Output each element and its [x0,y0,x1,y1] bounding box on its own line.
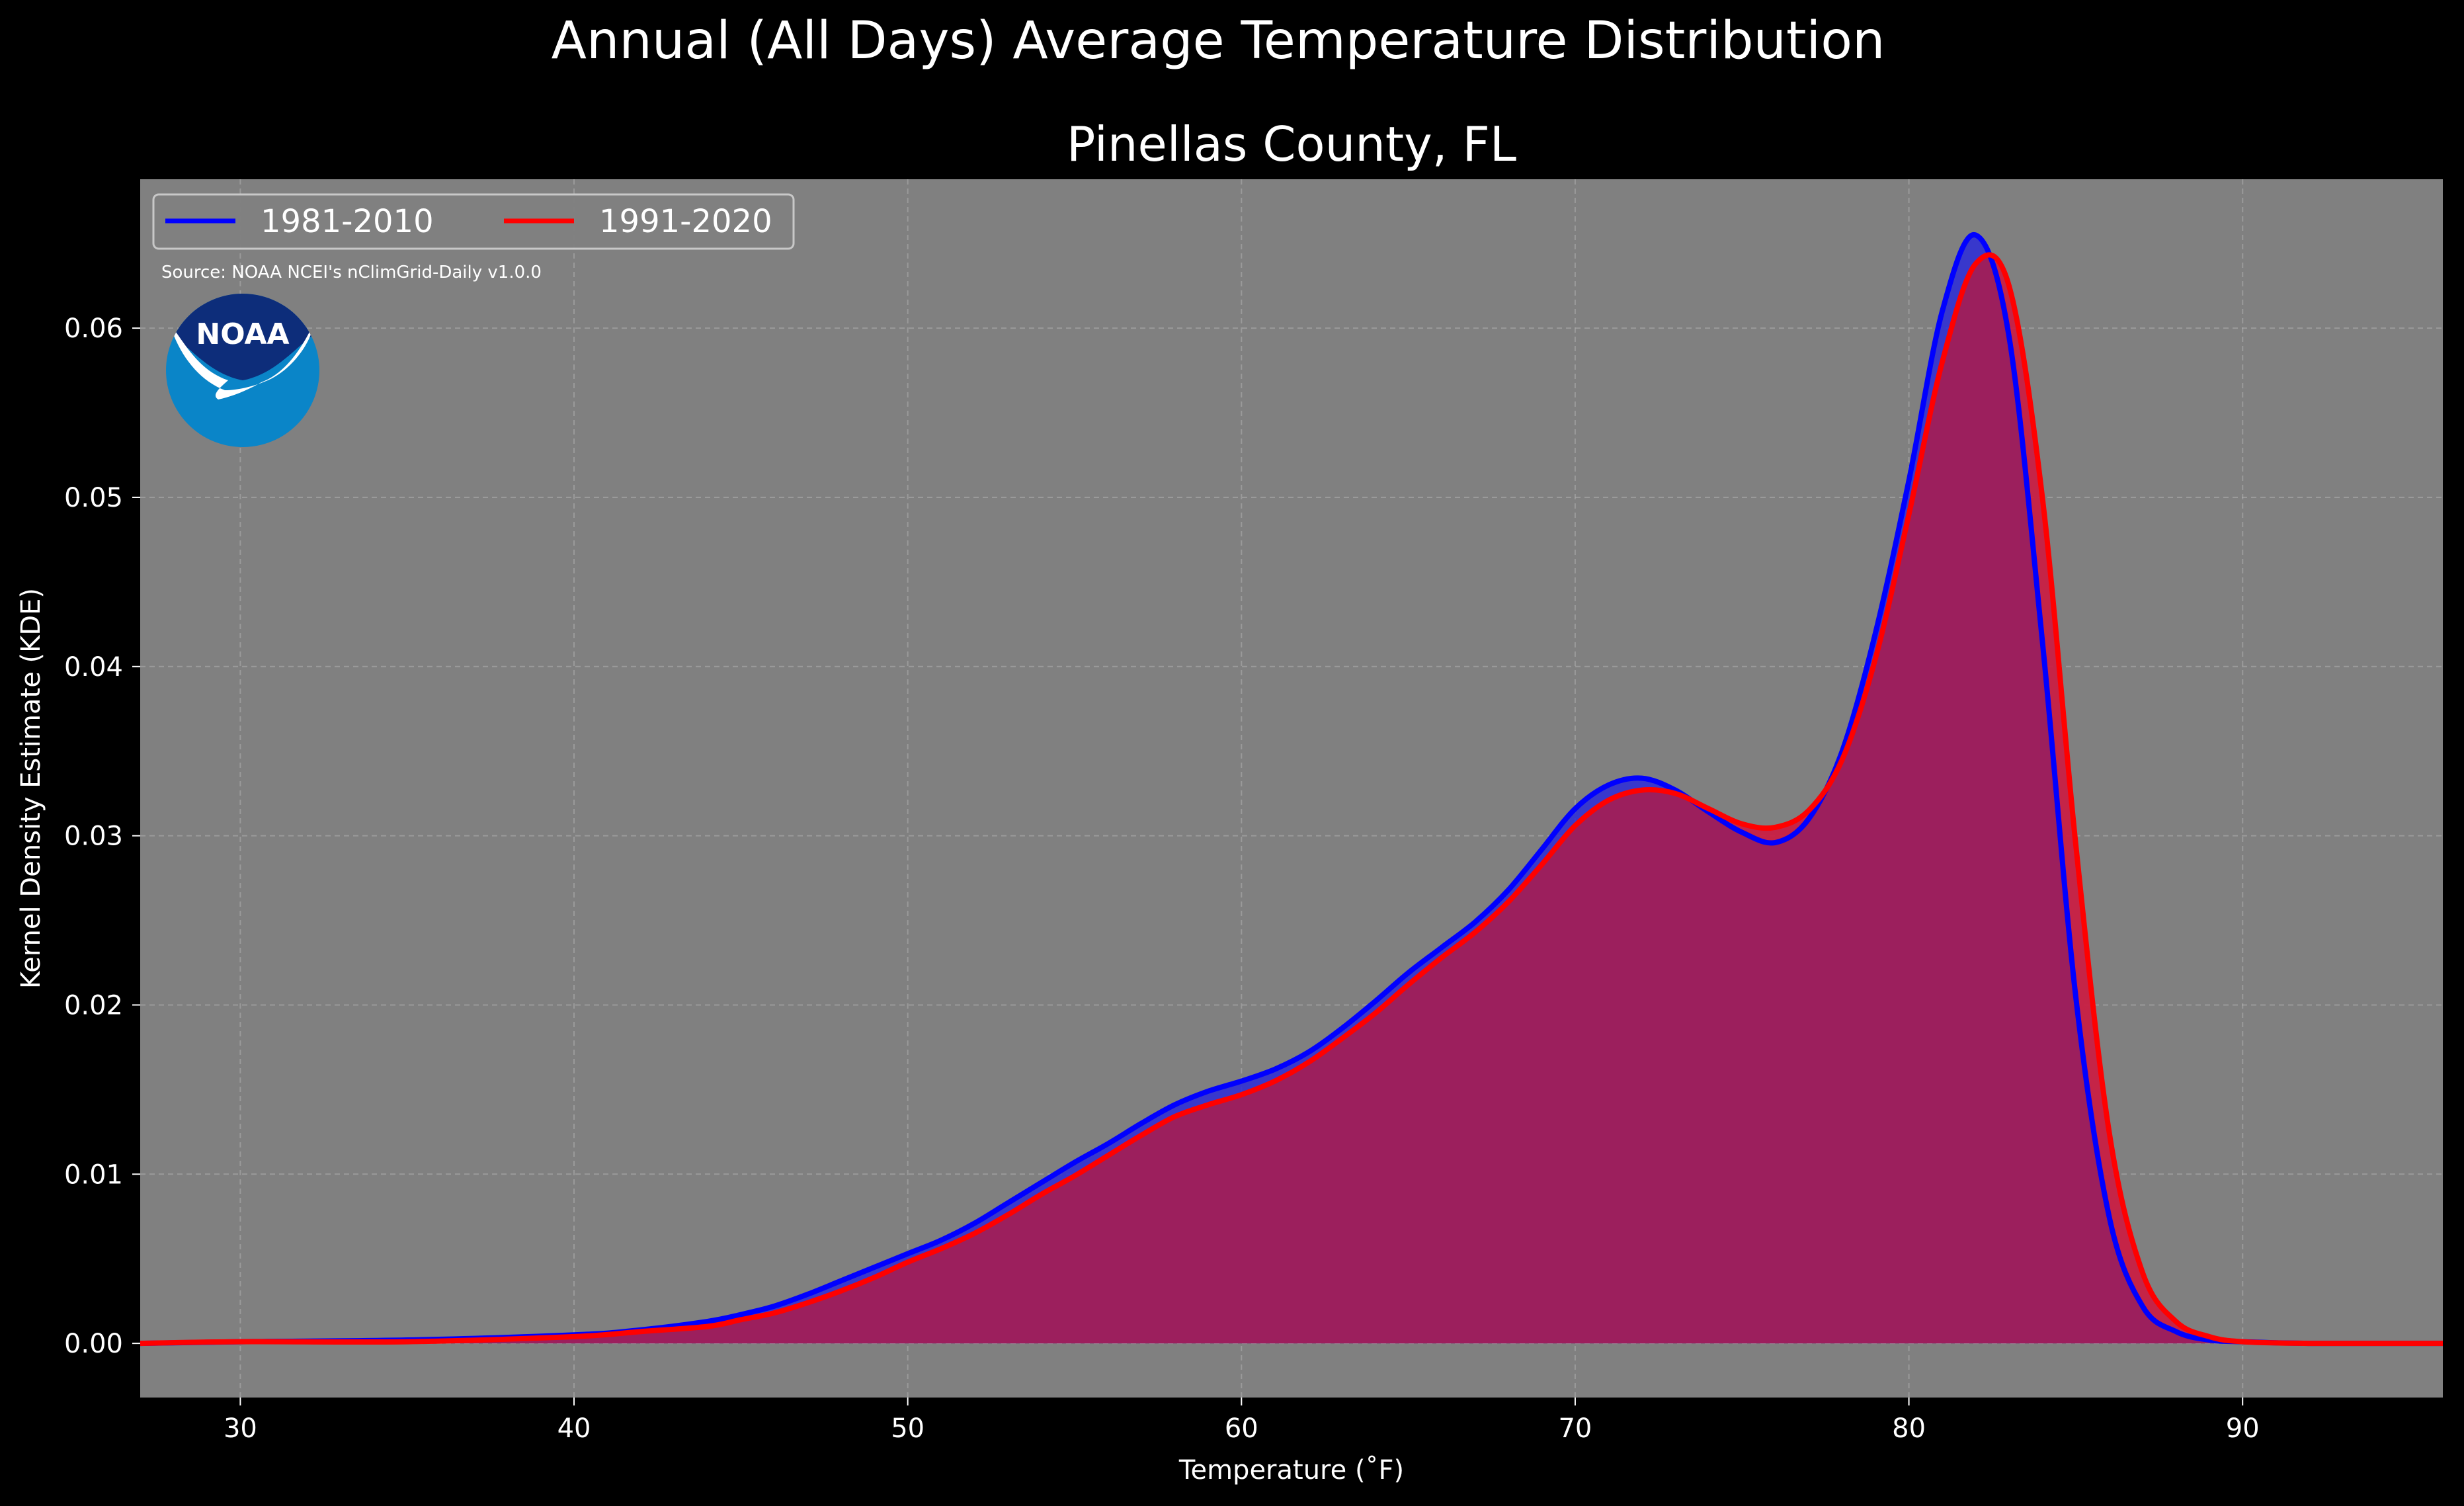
x-tick-label: 90 [2226,1413,2260,1444]
y-tick-label: 0.06 [64,314,123,344]
x-tick-label: 80 [1892,1413,1926,1444]
y-tick-label: 0.01 [64,1159,123,1190]
y-axis-label: Kernel Density Estimate (KDE) [16,588,46,989]
noaa-logo: NOAA [166,294,319,447]
chart-subtitle: Pinellas County, FL [1067,116,1516,172]
y-tick-label: 0.04 [64,652,123,683]
source-note: Source: NOAA NCEI's nClimGrid-Daily v1.0… [161,263,542,282]
noaa-logo-bird [169,323,314,399]
x-tick-label: 40 [557,1413,591,1444]
noaa-logo-top [166,294,319,380]
series-overlap-fill [140,255,2443,1344]
chart-title: Annual (All Days) Average Temperature Di… [552,11,1885,71]
noaa-logo-text: NOAA [196,317,289,351]
legend: 1981-2010 1991-2020 [152,193,795,250]
series-line-1991-2020 [140,252,2443,1347]
x-tick-label: 50 [891,1413,924,1444]
y-tick-label: 0.00 [64,1329,123,1359]
x-tick-label: 30 [224,1413,257,1444]
x-tick-label: 70 [1558,1413,1592,1444]
x-axis-label: Temperature (˚F) [1178,1455,1404,1485]
y-tick-label: 0.02 [64,990,123,1021]
series-line-1981-2010 [140,232,2443,1347]
y-tick-label: 0.05 [64,483,123,513]
legend-label-1981-2010: 1981-2010 [261,203,434,240]
axes: 30 40 50 60 70 80 90 0.00 0.01 0.02 0.03 0.04 0.05 0.… [64,314,2260,1444]
legend-label-1991-2020: 1991-2020 [599,203,772,240]
legend-frame [152,193,795,250]
y-tick-label: 0.03 [64,821,123,852]
x-tick-label: 60 [1225,1413,1258,1444]
series-layer [140,232,2443,1347]
